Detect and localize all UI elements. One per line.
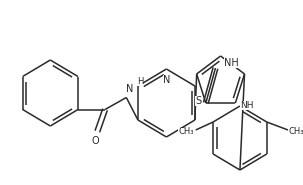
Text: NH: NH — [224, 58, 238, 68]
Text: O: O — [92, 137, 99, 147]
Text: NH: NH — [240, 100, 254, 110]
Text: CH₃: CH₃ — [288, 127, 303, 137]
Text: S: S — [195, 96, 201, 106]
Text: H: H — [137, 77, 143, 86]
Text: N: N — [163, 75, 170, 85]
Text: N: N — [125, 83, 133, 93]
Text: CH₃: CH₃ — [178, 127, 194, 137]
